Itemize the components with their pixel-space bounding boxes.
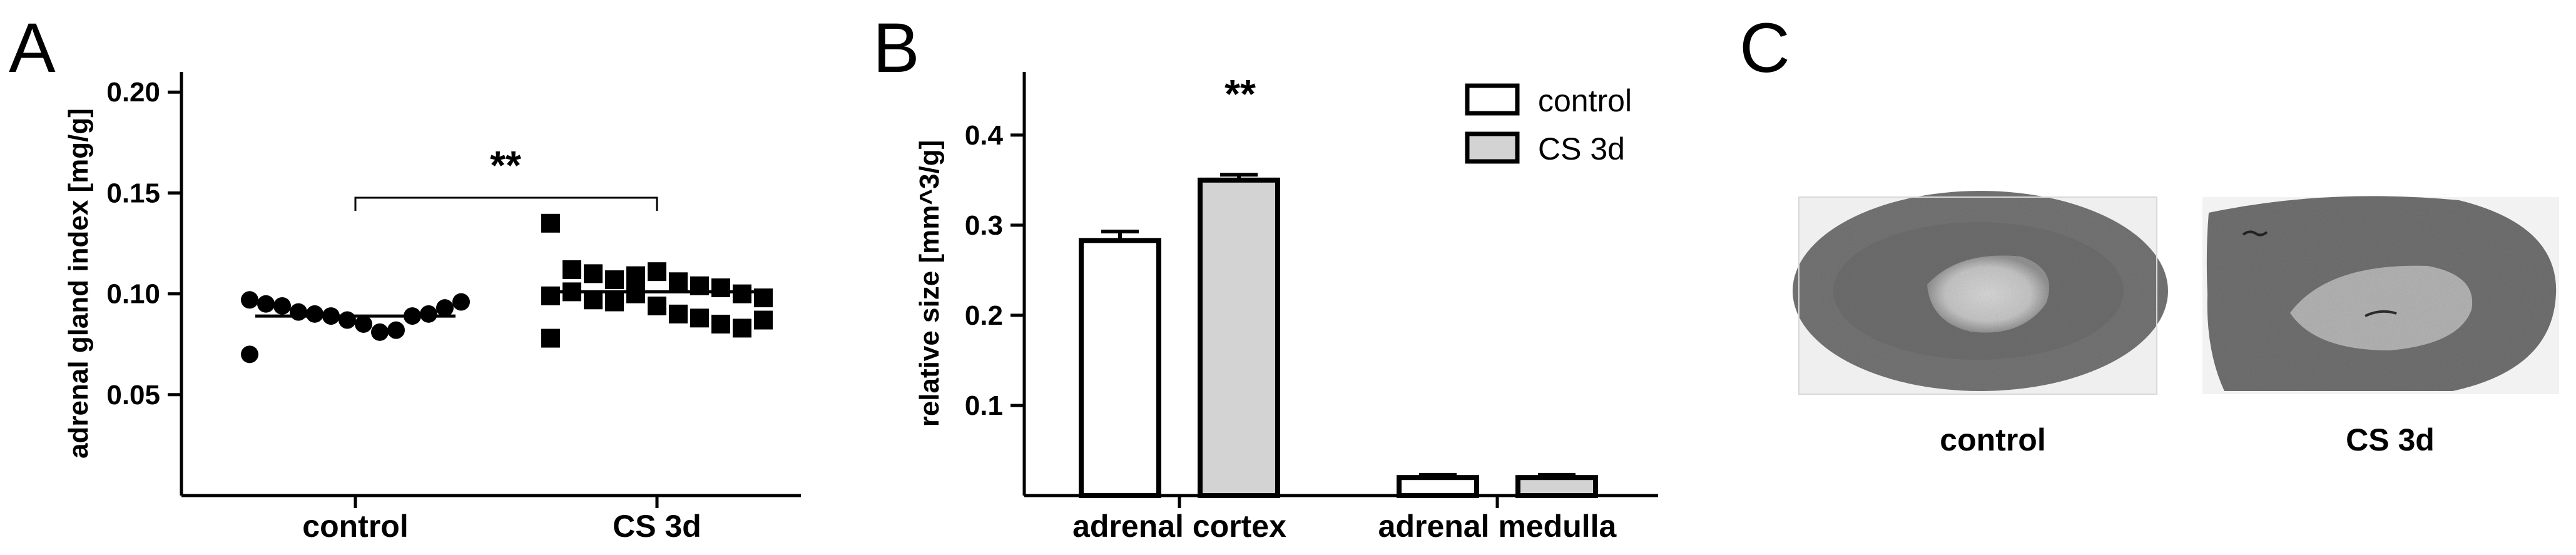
data-point-cs3d — [563, 260, 581, 279]
panel-b: B 0.1 0.2 0.3 0.4 relative size [mm^3/g] ad… — [873, 9, 1658, 544]
data-point-cs3d — [648, 296, 666, 315]
data-point-cs3d — [584, 290, 603, 310]
panel-label-b: B — [873, 9, 920, 87]
data-point-cs3d — [669, 304, 688, 323]
data-point-control — [452, 293, 470, 311]
data-point-cs3d — [626, 266, 645, 285]
y-tick-label: 0.10 — [106, 279, 160, 310]
data-point-control — [436, 299, 454, 317]
data-point-control — [306, 305, 323, 323]
data-point-cs3d — [605, 292, 624, 312]
y-axis-label: adrenal gland index [mg/g] — [63, 108, 94, 459]
histology-image-cs3d — [2202, 196, 2559, 394]
data-point-cs3d — [541, 213, 560, 233]
medulla-region — [1927, 255, 2049, 333]
data-point-control — [420, 305, 437, 323]
y-axis-label: relative size [mm^3/g] — [914, 140, 945, 427]
y-tick-label: 0.15 — [106, 178, 160, 208]
image-label-cs3d: CS 3d — [2346, 422, 2435, 457]
data-point-control — [257, 295, 275, 313]
x-tick-label: adrenal cortex — [1072, 509, 1286, 544]
data-point-control — [371, 323, 389, 341]
x-categories: control CS 3d — [302, 496, 701, 544]
bar-control — [1397, 475, 1479, 498]
bars — [1079, 173, 1598, 498]
panel-a: A 0.05 0.10 0.15 0.20 adrenal gland index [… — [9, 9, 801, 544]
medulla-region — [2290, 265, 2473, 350]
y-tick-label: 0.20 — [106, 77, 160, 108]
panel-label-c: C — [1739, 9, 1790, 87]
data-point-control — [355, 315, 372, 333]
y-tick-label: 0.1 — [965, 390, 1003, 421]
y-tick-label: 0.3 — [965, 210, 1003, 241]
x-tick-label: control — [302, 509, 408, 544]
significance-bracket — [354, 196, 658, 211]
data-point-control — [339, 311, 356, 329]
x-categories: adrenal cortex adrenal medulla — [1072, 496, 1617, 544]
bar-control — [1079, 238, 1161, 498]
legend: control CS 3d — [1465, 83, 1632, 166]
data-point-cs3d — [733, 318, 751, 338]
data-point-control — [273, 297, 291, 315]
data-point-cs3d — [605, 270, 624, 290]
data-point-cs3d — [733, 284, 751, 303]
legend-label-cs3d: CS 3d — [1538, 131, 1625, 166]
data-point-cs3d — [648, 262, 666, 282]
data-point-control — [241, 291, 258, 309]
significance-marker: ** — [490, 143, 521, 188]
legend-swatch-control — [1465, 83, 1520, 116]
data-point-control — [387, 321, 405, 339]
x-tick-label: adrenal medulla — [1378, 509, 1617, 544]
legend-label-control: control — [1538, 83, 1632, 118]
data-points — [241, 213, 773, 364]
data-point-cs3d — [541, 286, 560, 305]
mean-lines — [255, 290, 757, 318]
data-point-control — [290, 303, 307, 321]
panel-a-axes — [180, 72, 801, 497]
y-tick-label: 0.4 — [965, 120, 1004, 151]
data-point-cs3d — [690, 308, 709, 328]
data-point-control — [241, 345, 258, 364]
y-ticks: 0.05 0.10 0.15 0.20 — [106, 77, 181, 410]
legend-swatch-cs3d — [1465, 131, 1520, 164]
significance-marker: ** — [1224, 71, 1256, 116]
panel-label-a: A — [9, 9, 56, 87]
data-point-cs3d — [711, 278, 730, 297]
y-tick-label: 0.05 — [106, 380, 160, 410]
x-tick-label: CS 3d — [613, 509, 701, 544]
bar-cs3d — [1198, 177, 1280, 498]
y-tick-label: 0.2 — [965, 300, 1003, 331]
data-point-cs3d — [584, 264, 603, 283]
panel-c: C control CS 3d — [1739, 9, 2559, 457]
data-point-cs3d — [626, 284, 645, 303]
data-point-cs3d — [541, 328, 560, 348]
histology-image-control — [1793, 191, 2168, 395]
image-label-control: control — [1940, 422, 2045, 457]
y-ticks: 0.1 0.2 0.3 0.4 — [965, 120, 1024, 421]
data-point-cs3d — [669, 272, 688, 292]
bar-cs3d — [1515, 475, 1598, 498]
data-point-cs3d — [754, 310, 773, 330]
data-point-cs3d — [711, 314, 730, 334]
